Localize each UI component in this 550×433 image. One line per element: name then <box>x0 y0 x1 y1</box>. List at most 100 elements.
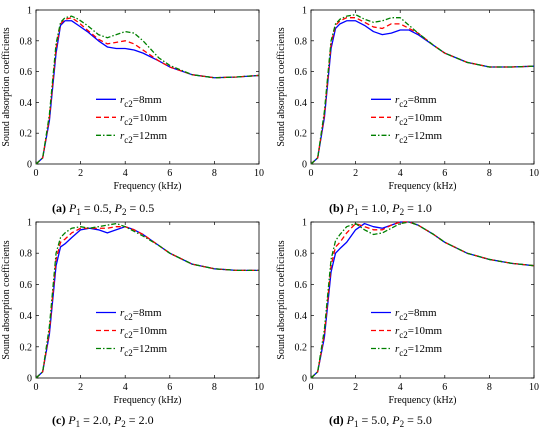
x-tick-label: 10 <box>529 168 539 179</box>
y-tick-label: 1 <box>302 218 307 229</box>
caption-letter: (b) <box>329 201 347 215</box>
panel-caption: (b) P1 = 1.0, P2 = 1.0 <box>329 201 432 217</box>
x-tick-label: 0 <box>34 382 39 393</box>
panel-caption: (c) P1 = 2.0, P2 = 2.0 <box>52 413 154 429</box>
series-line-2 <box>35 17 260 165</box>
x-tick-label: 2 <box>78 382 83 393</box>
caption-p2-symbol: P <box>391 201 400 215</box>
legend-subscript: c2 <box>124 135 133 145</box>
caption-p2-value: = 1.0 <box>404 201 432 215</box>
legend-label-3: rc2=12mm <box>395 343 443 358</box>
legend-label-2: rc2=10mm <box>395 112 443 127</box>
x-tick-label: 2 <box>353 168 358 179</box>
legend-suffix: =12mm <box>408 130 443 142</box>
legend-subscript: c2 <box>399 348 408 358</box>
plot-frame <box>310 9 535 165</box>
chart-panel-1: 0 2 4 6 8 10 0 0.2 0.4 0.6 0.8 1 Frequency (kHz) Soun… <box>1 6 264 218</box>
series-line-2 <box>35 226 259 379</box>
y-tick-label: 0.4 <box>20 98 33 109</box>
x-tick-label: 10 <box>254 168 264 179</box>
y-tick-label: 0.6 <box>20 67 33 78</box>
legend-subscript: c2 <box>399 330 408 340</box>
caption-p2-symbol: P <box>113 413 122 427</box>
x-tick-label: 10 <box>254 382 264 393</box>
caption-p2-symbol: P <box>114 201 123 215</box>
caption-p2-value: = 2.0 <box>126 413 154 427</box>
series-line-3 <box>35 15 260 165</box>
legend-symbol: r <box>120 94 125 106</box>
legend-suffix: =8mm <box>133 94 162 106</box>
y-tick-label: 0.8 <box>20 36 33 47</box>
x-axis-label: Frequency (kHz) <box>113 395 181 406</box>
y-tick-label: 1 <box>302 6 307 17</box>
legend-suffix: =10mm <box>408 325 443 337</box>
legend-label-3: rc2=12mm <box>120 343 168 358</box>
legend-symbol: r <box>395 94 400 106</box>
series-line-3 <box>310 221 535 379</box>
chart-panel-4: 0 2 4 6 8 10 0 0.2 0.4 0.6 0.8 1 Frequency (kHz) Soun… <box>276 218 539 430</box>
legend-subscript: c2 <box>124 348 133 358</box>
legend-label-3: rc2=12mm <box>120 130 168 145</box>
y-tick-label: 0.4 <box>295 98 308 109</box>
legend-symbol: r <box>120 343 125 355</box>
legend-label-2: rc2=10mm <box>120 112 168 127</box>
caption-letter: (c) <box>52 413 68 427</box>
caption-p2-subscript: 2 <box>121 419 126 429</box>
legend-label-1: rc2=8mm <box>120 94 162 109</box>
caption-p1-value: = 1.0, <box>359 201 393 215</box>
x-tick-label: 8 <box>212 382 217 393</box>
y-tick-label: 0 <box>27 374 32 385</box>
series-line-3 <box>35 222 259 379</box>
x-tick-label: 4 <box>398 168 403 179</box>
legend-suffix: =8mm <box>408 307 437 319</box>
legend-symbol: r <box>120 307 125 319</box>
y-tick-label: 0.4 <box>20 311 33 322</box>
legend-symbol: r <box>395 130 400 142</box>
caption-p1-value: = 2.0, <box>80 413 114 427</box>
panel-caption: (a) P1 = 0.5, P2 = 0.5 <box>52 201 154 217</box>
caption-p1-value: = 0.5, <box>81 201 115 215</box>
series-line-3 <box>310 13 535 165</box>
caption-p1-symbol: P <box>67 413 76 427</box>
legend-subscript: c2 <box>399 117 408 127</box>
legend-subscript: c2 <box>399 312 408 322</box>
legend-label-3: rc2=12mm <box>395 130 443 145</box>
legend-subscript: c2 <box>124 312 133 322</box>
legend-label-1: rc2=8mm <box>120 307 162 322</box>
y-tick-label: 1 <box>27 218 32 229</box>
chart-panel-2: 0 2 4 6 8 10 0 0.2 0.4 0.6 0.8 1 Frequency (kHz) Soun… <box>276 6 539 218</box>
legend-symbol: r <box>395 112 400 124</box>
y-tick-label: 0.8 <box>20 249 33 260</box>
y-tick-label: 0.8 <box>295 36 308 47</box>
x-tick-label: 8 <box>487 382 492 393</box>
y-tick-label: 0 <box>302 374 307 385</box>
x-tick-label: 10 <box>529 382 539 393</box>
y-axis-label: Sound absorption coefficients <box>276 27 287 146</box>
caption-p1-symbol: P <box>346 413 355 427</box>
legend-label-1: rc2=8mm <box>395 307 437 322</box>
legend-symbol: r <box>395 343 400 355</box>
plot-frame <box>35 9 260 165</box>
y-axis-label: Sound absorption coefficients <box>276 240 287 359</box>
caption-letter: (a) <box>52 201 69 215</box>
caption-p2-subscript: 2 <box>400 207 405 217</box>
caption-p1-value: = 5.0, <box>359 413 393 427</box>
legend-subscript: c2 <box>124 99 133 109</box>
x-tick-label: 6 <box>167 168 172 179</box>
caption-p2-value: = 5.0 <box>404 413 432 427</box>
legend-symbol: r <box>395 307 400 319</box>
legend-subscript: c2 <box>399 99 408 109</box>
x-tick-label: 8 <box>212 168 217 179</box>
caption-p2-subscript: 2 <box>400 419 405 429</box>
caption-p1-symbol: P <box>68 201 77 215</box>
legend-symbol: r <box>120 130 125 142</box>
legend-subscript: c2 <box>124 330 133 340</box>
caption-p1-symbol: P <box>346 201 355 215</box>
y-tick-label: 0.2 <box>20 342 33 353</box>
y-tick-label: 0.2 <box>295 129 308 140</box>
y-axis-label: Sound absorption coefficients <box>1 27 12 146</box>
caption-p1-subscript: 1 <box>76 419 81 429</box>
legend-symbol: r <box>395 325 400 337</box>
x-tick-label: 0 <box>309 382 314 393</box>
